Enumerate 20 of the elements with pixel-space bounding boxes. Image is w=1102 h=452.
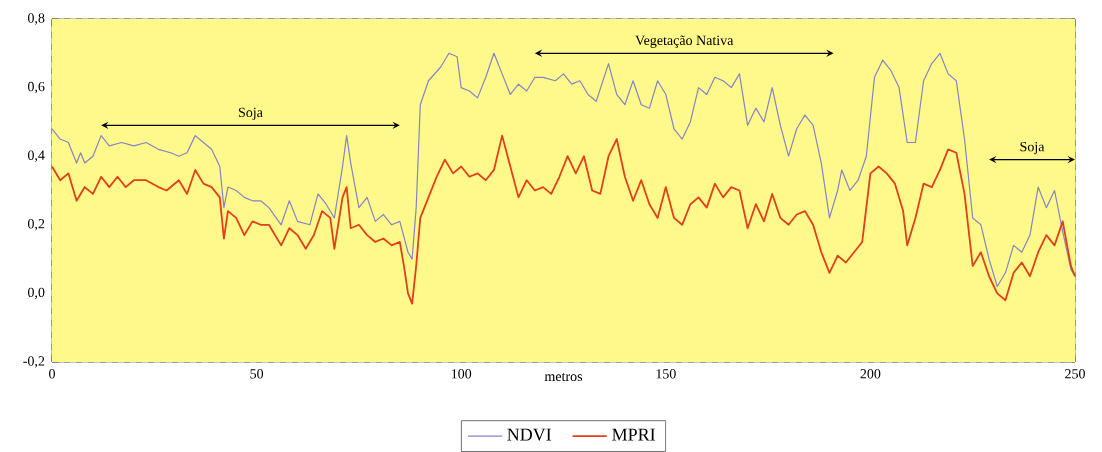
legend-label: MPRI bbox=[612, 428, 656, 441]
x-axis-title: metros bbox=[544, 373, 583, 382]
legend-label: NDVI bbox=[507, 428, 552, 441]
line-series bbox=[51, 134, 1076, 305]
x-tick-label: 50 bbox=[250, 369, 264, 379]
y-tick-label: 0,8 bbox=[27, 13, 45, 25]
y-tick-label: 0,2 bbox=[27, 219, 45, 231]
annotation: Soja bbox=[238, 107, 263, 120]
line-series bbox=[51, 52, 1076, 288]
x-tick-label: 150 bbox=[656, 369, 676, 379]
x-tick-label: 200 bbox=[860, 369, 881, 379]
y-tick-label: -0,2 bbox=[23, 356, 45, 368]
y-tick-label: 0,0 bbox=[27, 287, 45, 300]
annotation: Soja bbox=[1020, 142, 1045, 155]
x-tick-label: 0 bbox=[49, 369, 55, 379]
y-tick-label: 0,6 bbox=[27, 81, 45, 94]
y-tick-label: 0,4 bbox=[27, 150, 45, 162]
x-tick-label: 250 bbox=[1065, 369, 1085, 379]
x-tick-label: 100 bbox=[451, 369, 472, 379]
annotation: Vegetação Nativa bbox=[635, 35, 734, 48]
